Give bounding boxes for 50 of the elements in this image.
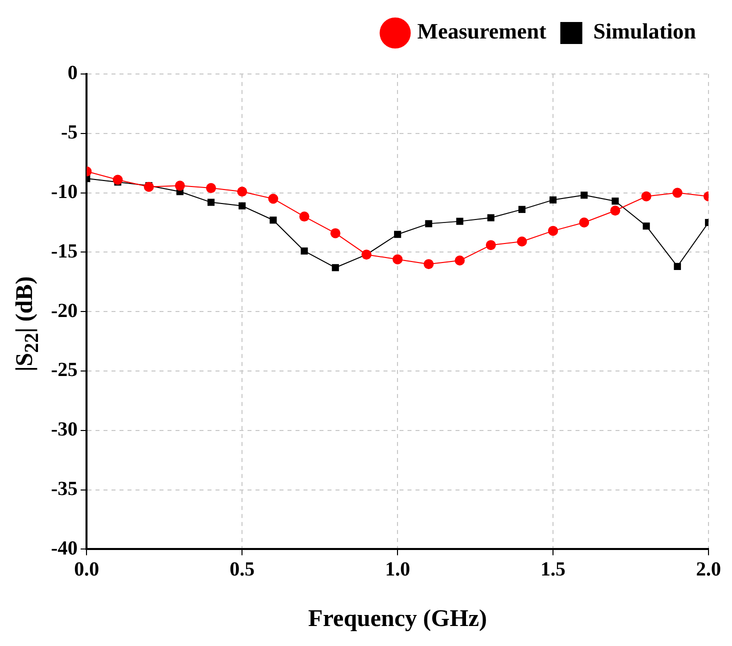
- x-tick-label: 0.0: [74, 558, 100, 580]
- point: [548, 226, 558, 236]
- point: [456, 218, 464, 225]
- legend-label: Measurement: [417, 18, 547, 44]
- point: [486, 240, 496, 250]
- point: [610, 206, 620, 216]
- point: [392, 254, 403, 264]
- point: [174, 180, 185, 191]
- y-tick-label: -5: [60, 122, 78, 144]
- point: [330, 228, 340, 238]
- point: [268, 194, 278, 204]
- y-tick-label: -15: [50, 240, 78, 262]
- x-tick-label: 0.5: [230, 558, 255, 580]
- point: [394, 230, 402, 238]
- point: [487, 214, 494, 222]
- point: [207, 198, 215, 206]
- y-tick-label: -35: [50, 478, 78, 500]
- point: [672, 188, 682, 198]
- y-tick-label: -30: [50, 418, 78, 441]
- legend-label: Simulation: [593, 18, 696, 44]
- y-tick-label: -25: [50, 359, 78, 382]
- point: [612, 198, 619, 205]
- point: [580, 192, 588, 199]
- point: [112, 174, 123, 185]
- point: [332, 264, 339, 272]
- y-tick-label: -40: [50, 537, 78, 560]
- point: [518, 206, 526, 213]
- x-tick-label: 1.5: [540, 558, 566, 580]
- point: [144, 182, 154, 192]
- x-tick-label: 2.0: [696, 558, 721, 580]
- point: [270, 216, 277, 224]
- y-tick-label: -20: [50, 300, 78, 322]
- point: [642, 222, 650, 230]
- point: [516, 236, 527, 247]
- point: [641, 191, 652, 202]
- point: [674, 262, 681, 270]
- point: [579, 218, 590, 228]
- point: [300, 247, 308, 255]
- x-axis-title: Frequency (GHz): [308, 606, 488, 632]
- point: [237, 186, 248, 197]
- point: [454, 256, 465, 266]
- point: [550, 196, 557, 204]
- point: [238, 202, 246, 210]
- x-tick-label: 1.0: [385, 558, 410, 580]
- point: [206, 183, 216, 194]
- point: [299, 212, 310, 222]
- y-tick-label: -10: [50, 180, 78, 203]
- point: [425, 220, 432, 228]
- point: [424, 259, 434, 270]
- y-tick-label: 0: [68, 62, 78, 84]
